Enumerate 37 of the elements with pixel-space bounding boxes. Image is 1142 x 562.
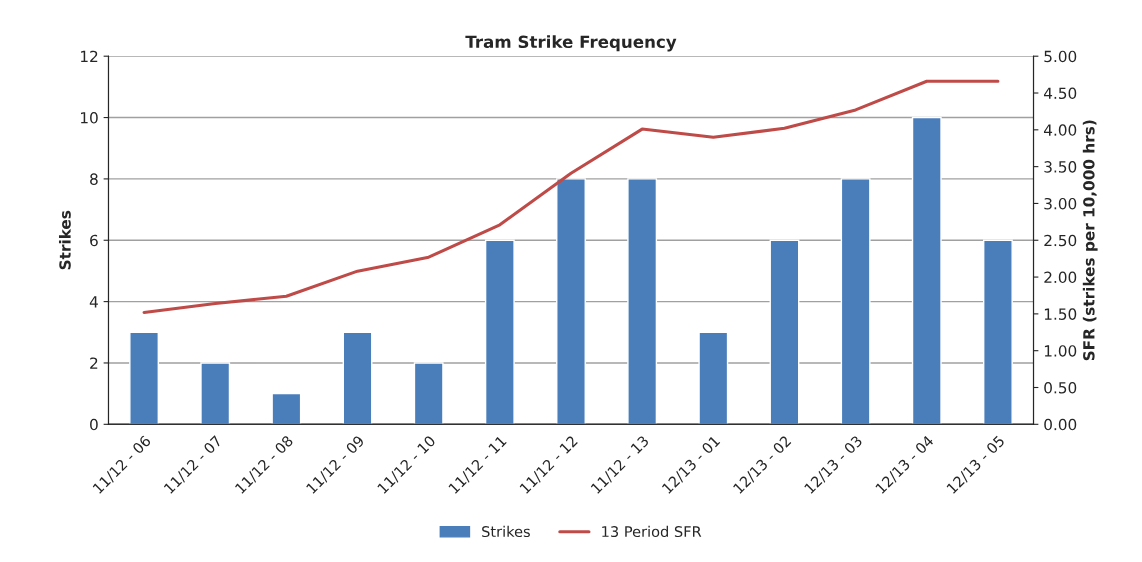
bar: [342, 331, 373, 425]
y2-tick-label: 1.50: [1044, 308, 1077, 320]
y2-tick-label: 2.50: [1044, 234, 1077, 247]
y2-tick-label: 4.00: [1043, 124, 1077, 136]
y-tick-label: 2: [90, 357, 98, 369]
y2-tick-label: 3.00: [1044, 197, 1077, 210]
bar: [484, 239, 515, 425]
bar: [911, 116, 942, 425]
y2-tick-label: 3.50: [1044, 161, 1077, 173]
bar: [769, 239, 800, 425]
y2-tick-label: 1.00: [1044, 345, 1077, 357]
y-tick-label: 4: [89, 296, 98, 308]
chart-title: Tram Strike Frequency: [465, 35, 677, 52]
y2-tick-label: 0.50: [1044, 381, 1077, 394]
bar: [983, 239, 1013, 425]
y-axis-title: Strikes: [58, 210, 71, 270]
bar: [129, 331, 159, 425]
bar: [627, 178, 658, 425]
legend-label: 13 Period SFR: [602, 525, 702, 538]
legend-label: Strikes: [482, 525, 530, 538]
y2-tick-label: 2.00: [1044, 271, 1077, 284]
y-tick-label: 6: [90, 234, 98, 247]
y2-tick-label: 0.00: [1044, 418, 1077, 431]
bar: [200, 362, 231, 425]
bar: [413, 362, 444, 425]
bar: [840, 178, 871, 425]
y2-axis-title: SFR (strikes per 10,000 hrs): [1082, 120, 1098, 361]
bar: [271, 392, 302, 425]
y2-tick-label: 5.00: [1044, 50, 1077, 63]
bar: [698, 331, 729, 425]
y-tick-label: 12: [81, 50, 98, 62]
bar: [556, 178, 586, 425]
y-tick-label: 8: [90, 173, 98, 185]
line-series: [142, 79, 1000, 314]
y-tick-label: 10: [81, 112, 98, 124]
y-tick-label: 0: [90, 418, 98, 431]
y2-tick-label: 4.50: [1043, 87, 1077, 100]
